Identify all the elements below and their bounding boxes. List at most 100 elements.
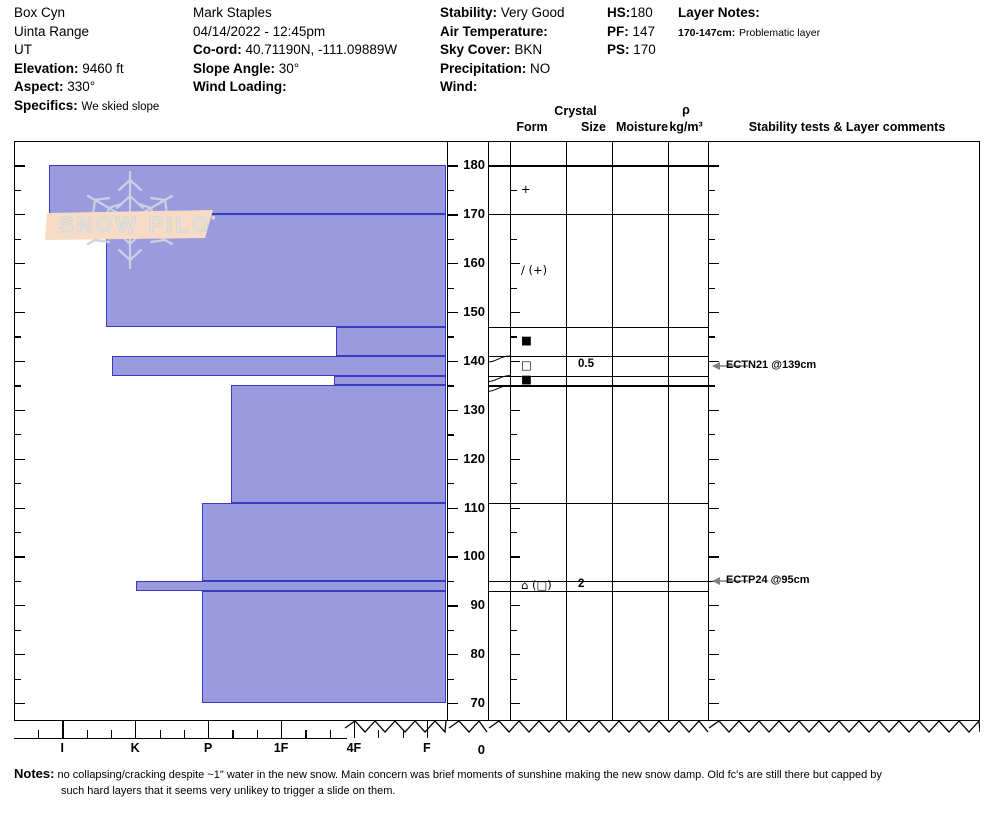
left-edge-depth-tick (15, 629, 21, 631)
hardness-tick-minor (232, 730, 234, 738)
layer-boundary-line (488, 375, 708, 377)
crystal-form-symbol: ⌂ (□) (521, 577, 552, 592)
depth-label: 130 (463, 401, 485, 417)
depth-tick-minor (447, 678, 454, 680)
stability-column-depth-tick (709, 580, 715, 582)
layer-boundary-line (488, 165, 708, 167)
depth-tick-major (447, 312, 458, 314)
form-column-depth-tick (511, 629, 517, 631)
notes-label: Notes: (14, 766, 55, 781)
hardness-tick-minor (183, 730, 186, 738)
layer-note-range: 170-147cm: (678, 26, 736, 39)
stability-column-depth-tick (709, 507, 719, 509)
left-edge-depth-tick (15, 580, 21, 582)
slope-angle-label: Slope Angle: (193, 60, 276, 76)
hardness-scale-label: 4F (346, 741, 362, 755)
stability-column-depth-tick (709, 409, 719, 411)
wind-loading-label: Wind Loading: (193, 79, 287, 94)
sky-cover-label: Sky Cover: (440, 42, 511, 57)
left-edge-depth-tick (15, 336, 21, 338)
ps-value: 170 (633, 42, 656, 57)
depth-tick-major (447, 703, 458, 705)
chart-column-headers: Crystal Form Size Moisture ρ kg/m³ Stabi… (0, 103, 994, 140)
left-edge-depth-tick (15, 385, 21, 387)
form-column-depth-tick (511, 556, 520, 558)
hardness-scale-label: P (203, 741, 213, 755)
stability-column-depth-tick (709, 458, 719, 460)
elevation-label: Elevation: (14, 60, 79, 76)
header-snowpack-column: HS:180 PF: 147 PS: 170 (607, 4, 707, 60)
notes-line-1: no collapsing/cracking despite ~1" water… (57, 769, 882, 781)
depth-label-zero: 0 (477, 742, 485, 757)
form-column-depth-tick (511, 507, 520, 509)
form-column-depth-tick (511, 483, 517, 485)
aspect-label: Aspect: (14, 79, 64, 94)
hardness-tick-minor (256, 730, 258, 738)
aspect-row: Aspect: 330° (14, 78, 189, 97)
hs-label: HS: (607, 5, 631, 20)
depth-tick-minor (447, 189, 454, 192)
depth-tick-major (447, 360, 458, 363)
depth-tick-minor (447, 238, 454, 241)
depth-tick-major (447, 458, 458, 460)
hardness-tick-minor (305, 730, 307, 738)
form-column-depth-tick (511, 263, 520, 265)
slope-angle-value: 30° (278, 60, 300, 76)
header-layer-notes-column: Layer Notes: 170-147cm: Problematic laye… (678, 4, 988, 42)
hardness-bar (135, 580, 446, 591)
stability-column-depth-tick (709, 165, 719, 167)
depth-tick-major (447, 165, 458, 167)
crystal-form-symbol: + (521, 181, 531, 196)
moisture-header: Moisture (615, 120, 669, 134)
sky-cover-row: Sky Cover: BKN (440, 41, 605, 60)
depth-label: 160 (463, 255, 485, 271)
hardness-bar-chart (15, 142, 447, 720)
form-column-depth-tick (511, 360, 520, 363)
stability-column-depth-tick (709, 312, 719, 314)
crystal-form-symbol: ■ (521, 333, 532, 348)
depth-tick-minor (447, 580, 454, 583)
hardness-tick-minor (159, 730, 161, 738)
stability-column-depth-tick (709, 141, 715, 143)
density-symbol-header: ρ (682, 103, 690, 117)
crystal-size-value: 2 (578, 577, 585, 590)
depth-tick-major (447, 556, 458, 558)
ps-row: PS: 170 (607, 41, 707, 60)
stability-column-depth-tick (709, 189, 715, 192)
hardness-tick-minor (402, 730, 404, 738)
precipitation-label: Precipitation: (440, 60, 527, 76)
hardness-scale-label: 1F (273, 741, 289, 755)
depth-label: 170 (463, 206, 485, 222)
depth-label: 110 (464, 499, 485, 515)
wind-loading-row: Wind Loading: (193, 78, 438, 97)
stability-column-depth-tick (709, 263, 719, 265)
column-separator (708, 141, 710, 721)
layer-boundary-line (488, 326, 708, 328)
left-edge-depth-tick (15, 483, 21, 485)
observer-name: Mark Staples (193, 5, 272, 20)
depth-axis: 180 170 160 150 140 130 120 110 100 90 80 70 (447, 141, 488, 721)
specifics-value: We skied slope (81, 100, 160, 113)
depth-tick-minor (447, 531, 454, 534)
column-separator (566, 141, 568, 721)
stability-column-depth-tick (709, 360, 719, 363)
depth-tick-minor (447, 385, 454, 387)
stability-arrow-icon (712, 361, 748, 370)
stability-column-depth-tick (709, 238, 715, 240)
left-edge-depth-tick (15, 189, 21, 192)
hardness-tick-minor (110, 730, 113, 738)
depth-tick-major (447, 263, 458, 265)
coordinates-label: Co-ord: (193, 42, 242, 57)
hs-row: HS:180 (607, 4, 707, 23)
form-column-depth-tick (511, 678, 517, 680)
stability-arrow-icon (712, 576, 748, 585)
layer-notes-title: Layer Notes: (678, 5, 760, 20)
depth-label: 140 (463, 352, 485, 368)
form-column-depth-tick (511, 434, 517, 436)
form-column-depth-tick (511, 141, 517, 143)
stability-label: Stability: (440, 5, 498, 20)
left-edge-depth-tick (15, 312, 25, 314)
stability-column-depth-tick (709, 483, 715, 485)
depth-tick-minor (447, 483, 454, 485)
left-edge-depth-tick (15, 214, 25, 216)
